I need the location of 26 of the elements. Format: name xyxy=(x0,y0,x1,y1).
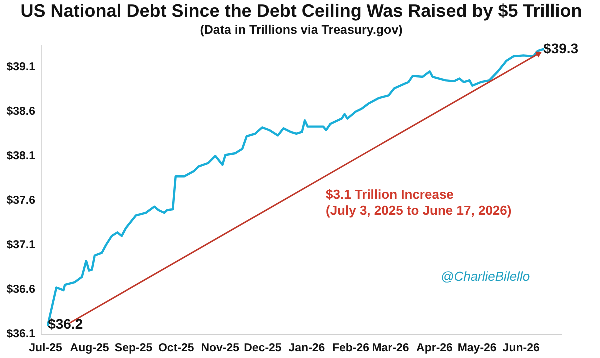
x-tick-label: Apr-26 xyxy=(416,342,453,354)
y-tick-label: $38.1 xyxy=(6,150,36,163)
y-tick-label: $37.6 xyxy=(6,195,36,208)
y-tick-label: $38.6 xyxy=(6,106,36,118)
x-tick-label: Dec-25 xyxy=(244,342,282,354)
x-tick-label: Mar-26 xyxy=(372,342,410,354)
x-tick-label: Aug-25 xyxy=(70,342,110,354)
x-tick-label: Jun-26 xyxy=(502,342,540,354)
chart-subtitle: (Data in Trillions via Treasury.gov) xyxy=(200,22,403,37)
y-tick-label: $37.1 xyxy=(6,240,36,252)
x-tick-label: Sep-25 xyxy=(114,342,154,354)
annotation: $3.1 Trillion Increase xyxy=(326,187,454,202)
y-tick-label: $39.1 xyxy=(6,62,36,74)
chart-title: US National Debt Since the Debt Ceiling Was Raised by $5 Trillion xyxy=(20,0,582,21)
y-tick-label: $36.1 xyxy=(6,328,36,340)
x-tick-label: Jul-25 xyxy=(29,342,63,354)
data-label: $36.2 xyxy=(48,316,84,332)
y-tick-label: $36.6 xyxy=(6,284,36,296)
x-tick-label: Jan-26 xyxy=(288,342,326,354)
annotation: (July 3, 2025 to June 17, 2026) xyxy=(326,203,512,218)
data-label: $39.3 xyxy=(544,40,579,56)
x-tick-label: Nov-25 xyxy=(201,342,240,354)
x-tick-label: May-26 xyxy=(458,342,497,354)
x-tick-label: Oct-25 xyxy=(158,342,195,354)
annotation: @CharlieBilello xyxy=(441,269,530,284)
x-tick-label: Feb-26 xyxy=(332,342,370,354)
